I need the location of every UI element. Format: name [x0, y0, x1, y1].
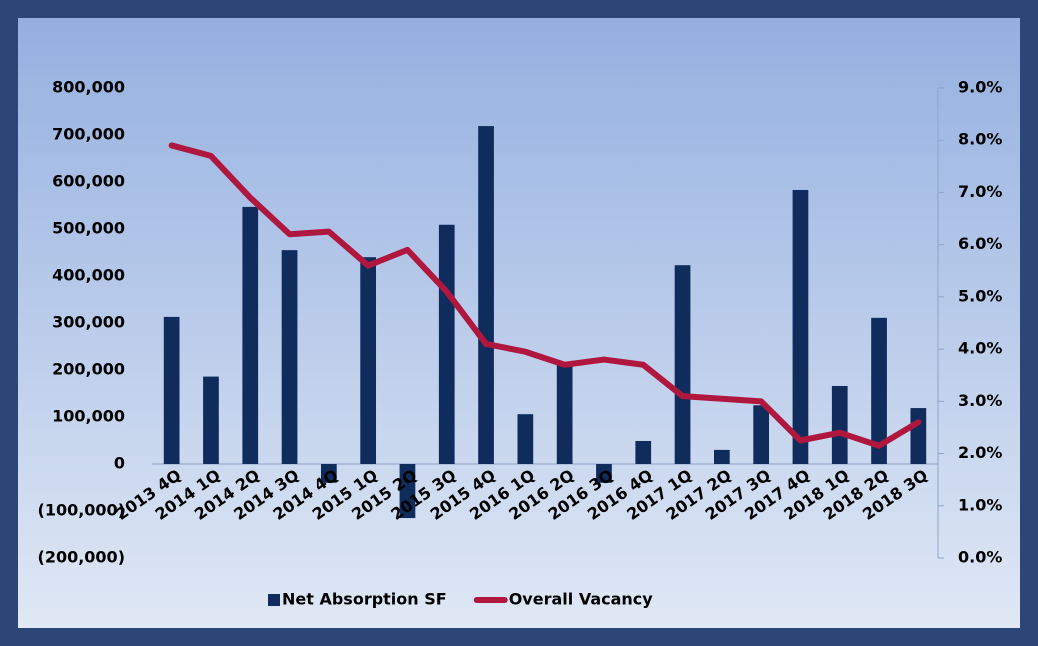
y-tick-label: 300,000 [52, 313, 125, 332]
bar [792, 189, 809, 465]
bar [517, 414, 534, 464]
bar [438, 224, 455, 464]
y-tick-label: 400,000 [52, 266, 125, 285]
bar [753, 405, 770, 464]
y-tick-label: (200,000) [38, 548, 126, 567]
bar [360, 257, 377, 464]
bar [163, 316, 180, 464]
y2-tick-label: 5.0% [958, 286, 1002, 305]
chart-panel [18, 18, 1020, 628]
bar [713, 449, 730, 464]
bar [910, 408, 927, 464]
y2-tick-label: 9.0% [958, 78, 1002, 97]
line [168, 142, 922, 449]
bar [399, 464, 416, 519]
y-tick-label: 600,000 [52, 172, 125, 191]
y2-tick-label: 8.0% [958, 130, 1002, 149]
bar [831, 385, 848, 464]
y-tick-label: 100,000 [52, 407, 125, 426]
bar [871, 317, 887, 464]
y2-tick-label: 1.0% [958, 495, 1002, 514]
bar [478, 126, 494, 464]
bar [281, 250, 298, 464]
y-tick-label: 800,000 [52, 78, 125, 97]
y-tick-label: (100,000) [38, 501, 126, 520]
y2-tick-label: 3.0% [958, 391, 1002, 410]
y-tick-label: 200,000 [52, 360, 125, 379]
legend-label: Net Absorption SF [282, 590, 447, 609]
y-tick-label: 500,000 [52, 219, 125, 238]
bar [674, 265, 691, 464]
bar [242, 206, 259, 464]
bar [635, 440, 652, 464]
bar [556, 362, 573, 464]
y2-tick-label: 0.0% [958, 548, 1002, 567]
legend-swatch [268, 594, 280, 606]
bar [203, 376, 219, 464]
y2-tick-label: 7.0% [958, 182, 1002, 201]
y2-tick-label: 2.0% [958, 443, 1002, 462]
bar [320, 464, 337, 483]
y2-tick-label: 4.0% [958, 339, 1002, 358]
legend-label: Overall Vacancy [509, 590, 654, 609]
y2-tick-label: 6.0% [958, 234, 1002, 253]
bar [596, 464, 612, 483]
y-tick-label: 0 [114, 454, 125, 473]
y-tick-label: 700,000 [52, 125, 125, 144]
